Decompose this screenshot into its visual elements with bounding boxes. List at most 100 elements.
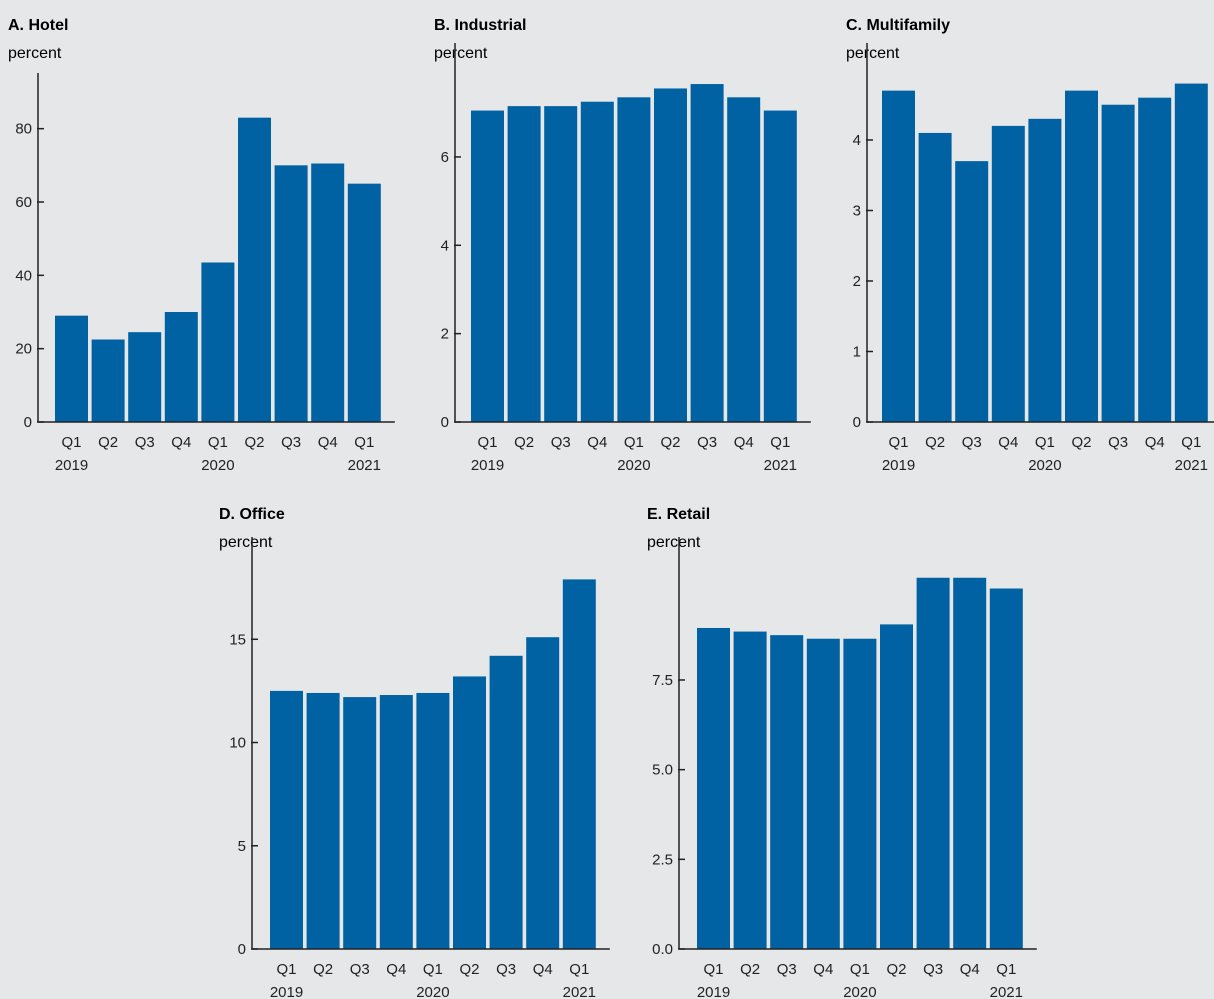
bar bbox=[880, 624, 913, 949]
bar bbox=[379, 695, 413, 949]
plot-area: 0 5 10 15 Q1 Q2 Q3 Q4 Q1 Q2 Q3 Q4 Q1 2019 2020 2021 bbox=[229, 537, 610, 999]
y-tick-label: 40 bbox=[15, 267, 32, 284]
x-tick-label: Q4 bbox=[998, 434, 1018, 451]
y-tick-label: 0.0 bbox=[652, 941, 673, 958]
x-tick-label: Q2 bbox=[925, 434, 945, 451]
y-tick-label: 60 bbox=[15, 194, 32, 211]
x-tick-label: Q4 bbox=[960, 961, 980, 978]
bar bbox=[347, 183, 381, 422]
bar bbox=[306, 692, 340, 949]
bar bbox=[562, 579, 596, 949]
bar bbox=[580, 101, 614, 423]
x-tick-label: Q4 bbox=[386, 961, 406, 978]
y-axis-unit: percent bbox=[846, 45, 900, 62]
y-tick-label: 5 bbox=[238, 838, 246, 855]
x-tick-label: Q1 bbox=[850, 961, 870, 978]
x-tick-label: Q3 bbox=[551, 434, 571, 451]
y-tick-label: 4 bbox=[853, 132, 861, 149]
plot-area: 0 2 4 6 Q1 Q2 Q3 Q4 Q1 Q2 Q3 Q4 Q1 2019 2020 2021 bbox=[441, 43, 811, 474]
bar bbox=[770, 635, 804, 949]
bar bbox=[953, 577, 987, 949]
year-label: 2020 bbox=[1028, 457, 1061, 474]
x-tick-label: Q4 bbox=[1145, 434, 1165, 451]
x-tick-label: Q2 bbox=[244, 434, 264, 451]
x-tick-label: Q1 bbox=[1035, 434, 1055, 451]
y-tick-label: 0 bbox=[441, 414, 449, 431]
year-label: 2019 bbox=[55, 457, 88, 474]
y-tick-label: 80 bbox=[15, 121, 32, 138]
year-label: 2020 bbox=[201, 457, 234, 474]
chart-title: C. Multifamily bbox=[846, 17, 950, 34]
bar bbox=[955, 161, 989, 422]
x-tick-label: Q3 bbox=[281, 434, 301, 451]
year-label: 2021 bbox=[764, 457, 797, 474]
y-tick-label: 7.5 bbox=[652, 672, 673, 689]
x-tick-label: Q1 bbox=[770, 434, 790, 451]
y-tick-label: 0 bbox=[238, 941, 246, 958]
x-tick-label: Q4 bbox=[734, 434, 754, 451]
bar bbox=[507, 106, 541, 423]
year-label: 2020 bbox=[843, 984, 876, 999]
x-tick-label: Q1 bbox=[569, 961, 589, 978]
x-tick-label: Q2 bbox=[98, 434, 118, 451]
year-label: 2021 bbox=[990, 984, 1023, 999]
x-tick-label: Q1 bbox=[208, 434, 228, 451]
year-label: 2021 bbox=[563, 984, 596, 999]
bar bbox=[690, 84, 724, 422]
x-tick-label: Q1 bbox=[354, 434, 374, 451]
chart-title: E. Retail bbox=[647, 506, 710, 523]
bar bbox=[453, 676, 486, 949]
y-tick-label: 0 bbox=[24, 414, 32, 431]
bar bbox=[238, 117, 271, 423]
bar bbox=[544, 106, 578, 423]
bar bbox=[916, 577, 950, 949]
chart-title: B. Industrial bbox=[434, 17, 526, 34]
y-tick-label: 5.0 bbox=[652, 762, 673, 779]
bar bbox=[654, 88, 687, 422]
y-tick-label: 2.5 bbox=[652, 851, 673, 868]
year-label: 2020 bbox=[617, 457, 650, 474]
x-tick-label: Q3 bbox=[777, 961, 797, 978]
year-label: 2019 bbox=[270, 984, 303, 999]
x-tick-label: Q1 bbox=[477, 434, 497, 451]
bar bbox=[882, 90, 915, 423]
bar bbox=[763, 110, 797, 423]
y-tick-label: 6 bbox=[441, 149, 449, 166]
year-label: 2021 bbox=[1175, 457, 1208, 474]
x-tick-label: Q1 bbox=[888, 434, 908, 451]
x-tick-label: Q3 bbox=[1108, 434, 1128, 451]
chart-title: D. Office bbox=[219, 506, 285, 523]
year-label: 2019 bbox=[882, 457, 915, 474]
bar bbox=[991, 125, 1025, 422]
x-tick-label: Q3 bbox=[350, 961, 370, 978]
x-tick-label: Q3 bbox=[496, 961, 516, 978]
year-label: 2021 bbox=[348, 457, 381, 474]
bar bbox=[1028, 118, 1062, 423]
plot-area: 0 1 2 3 4 Q1 Q2 Q3 Q4 Q1 Q2 Q3 Q4 Q1 2019 2020 2021 bbox=[853, 43, 1214, 474]
y-tick-label: 20 bbox=[15, 341, 32, 358]
y-tick-label: 1 bbox=[853, 343, 861, 360]
y-axis-unit: percent bbox=[647, 534, 701, 551]
bar bbox=[1138, 97, 1172, 423]
x-tick-label: Q3 bbox=[697, 434, 717, 451]
bar bbox=[489, 655, 523, 949]
x-tick-label: Q3 bbox=[135, 434, 155, 451]
x-tick-label: Q2 bbox=[514, 434, 534, 451]
x-tick-label: Q1 bbox=[423, 961, 443, 978]
bar bbox=[164, 312, 198, 422]
x-tick-label: Q3 bbox=[962, 434, 982, 451]
bar bbox=[311, 163, 345, 422]
bar bbox=[91, 339, 125, 422]
y-tick-label: 0 bbox=[853, 414, 861, 431]
bar bbox=[806, 638, 840, 949]
bar bbox=[989, 588, 1023, 949]
x-tick-label: Q1 bbox=[61, 434, 81, 451]
x-tick-label: Q1 bbox=[276, 961, 296, 978]
y-axis-unit: percent bbox=[219, 534, 273, 551]
bar bbox=[128, 332, 162, 422]
x-tick-label: Q2 bbox=[660, 434, 680, 451]
